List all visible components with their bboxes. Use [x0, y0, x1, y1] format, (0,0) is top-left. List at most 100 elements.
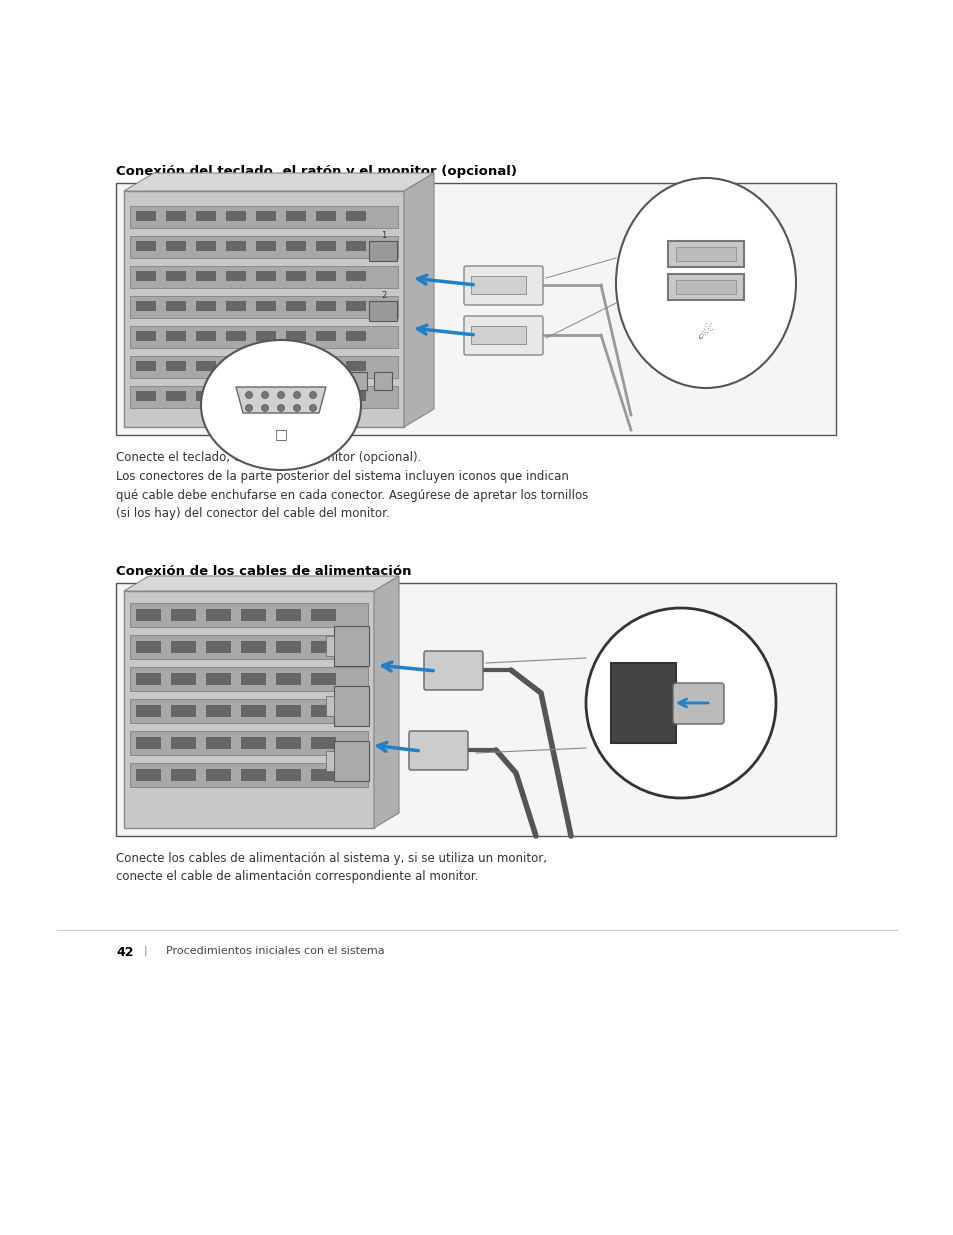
- Bar: [171, 737, 195, 748]
- Bar: [275, 769, 301, 781]
- Bar: [255, 331, 275, 341]
- Bar: [286, 270, 306, 282]
- Bar: [195, 241, 215, 251]
- Bar: [136, 737, 161, 748]
- Bar: [124, 191, 403, 427]
- Bar: [676, 280, 735, 294]
- Bar: [195, 331, 215, 341]
- Bar: [195, 270, 215, 282]
- Bar: [676, 247, 735, 261]
- Bar: [346, 331, 366, 341]
- Bar: [130, 206, 397, 228]
- Text: |: |: [144, 946, 148, 956]
- Bar: [206, 737, 231, 748]
- Bar: [275, 737, 301, 748]
- Bar: [346, 211, 366, 221]
- Polygon shape: [403, 173, 434, 427]
- Text: ☄: ☄: [698, 325, 713, 343]
- Bar: [241, 737, 266, 748]
- Bar: [255, 241, 275, 251]
- Bar: [315, 270, 335, 282]
- Text: 1: 1: [381, 231, 386, 240]
- Circle shape: [294, 391, 300, 399]
- Ellipse shape: [201, 340, 360, 471]
- Bar: [315, 211, 335, 221]
- Polygon shape: [124, 576, 398, 592]
- Bar: [311, 769, 335, 781]
- Bar: [130, 763, 368, 787]
- Bar: [136, 331, 156, 341]
- Bar: [346, 241, 366, 251]
- Bar: [324, 372, 341, 390]
- Bar: [226, 211, 246, 221]
- Bar: [136, 361, 156, 370]
- Bar: [311, 673, 335, 685]
- Bar: [226, 301, 246, 311]
- Bar: [171, 673, 195, 685]
- Text: Procedimientos iniciales con el sistema: Procedimientos iniciales con el sistema: [166, 946, 384, 956]
- Bar: [471, 275, 525, 294]
- Bar: [275, 673, 301, 685]
- Circle shape: [277, 391, 284, 399]
- Bar: [130, 667, 368, 692]
- Text: 2: 2: [381, 291, 386, 300]
- FancyArrowPatch shape: [382, 662, 433, 671]
- Bar: [311, 737, 335, 748]
- Bar: [226, 331, 246, 341]
- Bar: [195, 361, 215, 370]
- Bar: [369, 301, 396, 321]
- Bar: [136, 609, 161, 621]
- Bar: [206, 673, 231, 685]
- Circle shape: [261, 405, 268, 411]
- Bar: [136, 241, 156, 251]
- Bar: [326, 636, 334, 656]
- FancyBboxPatch shape: [463, 266, 542, 305]
- Bar: [255, 270, 275, 282]
- Bar: [241, 673, 266, 685]
- Bar: [667, 241, 743, 267]
- Ellipse shape: [616, 178, 795, 388]
- Circle shape: [277, 405, 284, 411]
- Bar: [195, 211, 215, 221]
- Text: Conecte el teclado, el ratón y el monitor (opcional).: Conecte el teclado, el ratón y el monito…: [116, 451, 421, 464]
- Bar: [286, 331, 306, 341]
- Text: Los conectores de la parte posterior del sistema incluyen iconos que indican
qué: Los conectores de la parte posterior del…: [116, 471, 588, 520]
- Text: □: □: [274, 427, 287, 441]
- FancyArrowPatch shape: [417, 325, 473, 335]
- Bar: [255, 211, 275, 221]
- Bar: [166, 361, 186, 370]
- Bar: [226, 361, 246, 370]
- Bar: [275, 705, 301, 718]
- Bar: [130, 387, 397, 408]
- Bar: [130, 296, 397, 317]
- Bar: [369, 241, 396, 261]
- Text: 42: 42: [116, 946, 133, 960]
- Bar: [311, 609, 335, 621]
- FancyArrowPatch shape: [679, 699, 707, 706]
- Circle shape: [294, 405, 300, 411]
- Bar: [241, 705, 266, 718]
- Bar: [130, 603, 368, 627]
- Bar: [130, 326, 397, 348]
- Circle shape: [585, 608, 775, 798]
- Bar: [130, 731, 368, 755]
- Bar: [275, 609, 301, 621]
- Bar: [275, 641, 301, 653]
- Bar: [471, 326, 525, 345]
- Bar: [130, 266, 397, 288]
- Circle shape: [309, 405, 316, 411]
- Bar: [166, 241, 186, 251]
- Bar: [166, 270, 186, 282]
- Bar: [241, 641, 266, 653]
- Bar: [195, 391, 215, 401]
- FancyArrowPatch shape: [377, 742, 417, 751]
- Bar: [311, 705, 335, 718]
- Bar: [226, 391, 246, 401]
- Bar: [206, 609, 231, 621]
- Circle shape: [245, 391, 253, 399]
- Bar: [136, 769, 161, 781]
- FancyBboxPatch shape: [672, 683, 723, 724]
- Bar: [255, 391, 275, 401]
- Bar: [255, 361, 275, 370]
- Text: Conecte los cables de alimentación al sistema y, si se utiliza un monitor,
conec: Conecte los cables de alimentación al si…: [116, 852, 546, 883]
